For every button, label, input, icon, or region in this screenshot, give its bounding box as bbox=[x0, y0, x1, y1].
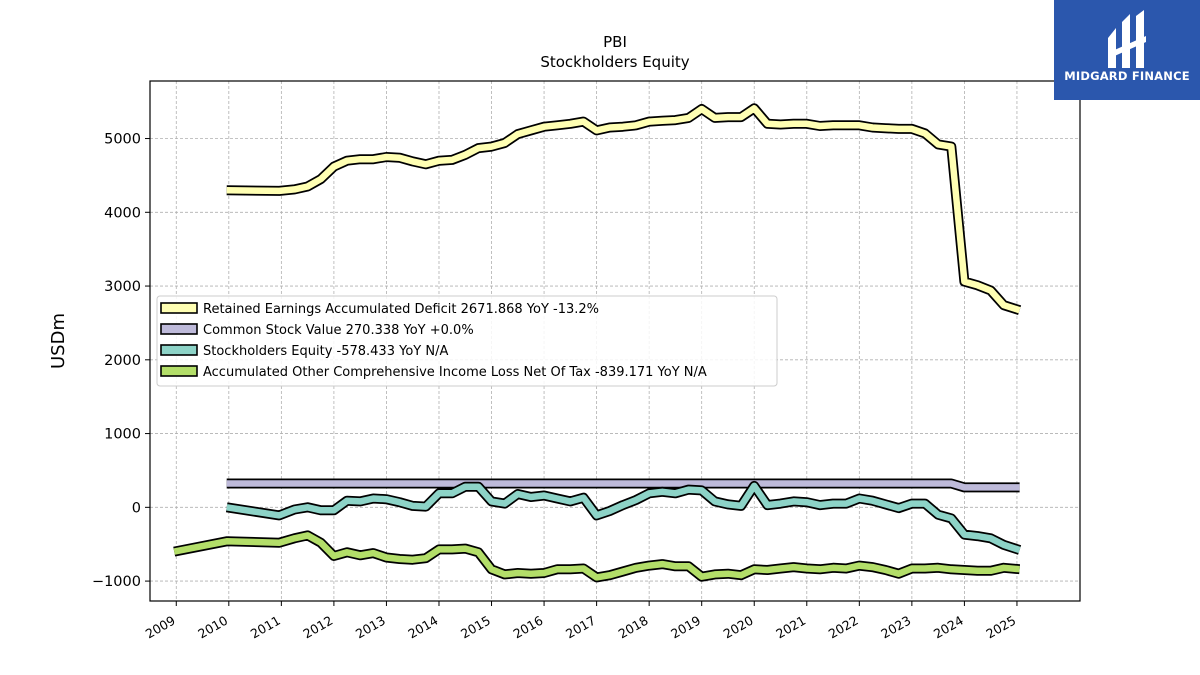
legend: Retained Earnings Accumulated Deficit 26… bbox=[156, 295, 778, 387]
series-line-0 bbox=[226, 105, 1021, 314]
y-axis: −1000 0 1000 2000 3000 4000 5000 bbox=[92, 132, 150, 590]
y-tick-label: −1000 bbox=[92, 574, 141, 590]
x-tick-label: 2012 bbox=[300, 613, 335, 642]
x-tick-label: 2025 bbox=[983, 613, 1018, 642]
x-tick-label: 2023 bbox=[878, 613, 913, 642]
y-tick-label: 2000 bbox=[104, 353, 141, 369]
chart-title: PBI bbox=[603, 33, 627, 51]
y-tick-label: 4000 bbox=[104, 205, 141, 221]
series-line-2 bbox=[226, 482, 1021, 554]
legend-entry: Stockholders Equity -578.433 YoY N/A bbox=[203, 344, 448, 359]
legend-entry: Retained Earnings Accumulated Deficit 26… bbox=[203, 302, 599, 317]
x-tick-label: 2013 bbox=[353, 613, 388, 642]
series-line-1 bbox=[226, 480, 1020, 491]
y-tick-label: 1000 bbox=[104, 427, 141, 443]
x-tick-label: 2010 bbox=[195, 613, 230, 642]
y-tick-label: 5000 bbox=[104, 132, 141, 148]
plot-frame bbox=[149, 80, 1081, 602]
y-axis-label: USDm bbox=[48, 313, 69, 369]
x-tick-label: 2016 bbox=[511, 613, 546, 642]
legend-swatch bbox=[160, 365, 198, 377]
x-tick-label: 2022 bbox=[826, 613, 861, 642]
x-tick-label: 2017 bbox=[563, 613, 598, 642]
chart-subtitle: Stockholders Equity bbox=[540, 53, 690, 71]
brand-logo: MIDGARD FINANCE bbox=[1054, 0, 1200, 100]
x-tick-label: 2014 bbox=[405, 613, 440, 642]
x-tick-label: 2009 bbox=[143, 613, 178, 642]
x-tick-label: 2020 bbox=[721, 613, 756, 642]
series-lines bbox=[173, 103, 1022, 583]
y-tick-label: 0 bbox=[132, 500, 141, 516]
x-tick-label: 2019 bbox=[668, 613, 703, 642]
legend-entry: Accumulated Other Comprehensive Income L… bbox=[203, 365, 707, 380]
legend-entry: Common Stock Value 270.338 YoY +0.0% bbox=[203, 323, 474, 338]
legend-swatch bbox=[160, 302, 198, 314]
series-outline-2 bbox=[225, 480, 1022, 555]
y-tick-label: 3000 bbox=[104, 279, 141, 295]
x-tick-label: 2015 bbox=[458, 613, 493, 642]
x-axis: 2009 2010 2011 2012 2013 2014 2015 2016 2017 2018… bbox=[143, 601, 1018, 642]
legend-box bbox=[156, 295, 778, 387]
legend-swatch bbox=[160, 344, 198, 356]
x-tick-label: 2011 bbox=[248, 613, 283, 642]
brand-name: MIDGARD FINANCE bbox=[1064, 69, 1190, 83]
x-tick-label: 2021 bbox=[773, 613, 808, 642]
x-tick-label: 2018 bbox=[616, 613, 651, 642]
legend-swatch bbox=[160, 323, 198, 335]
brand-mark-icon bbox=[1108, 10, 1146, 68]
x-tick-label: 2024 bbox=[931, 613, 966, 642]
series-line-3 bbox=[173, 532, 1020, 581]
